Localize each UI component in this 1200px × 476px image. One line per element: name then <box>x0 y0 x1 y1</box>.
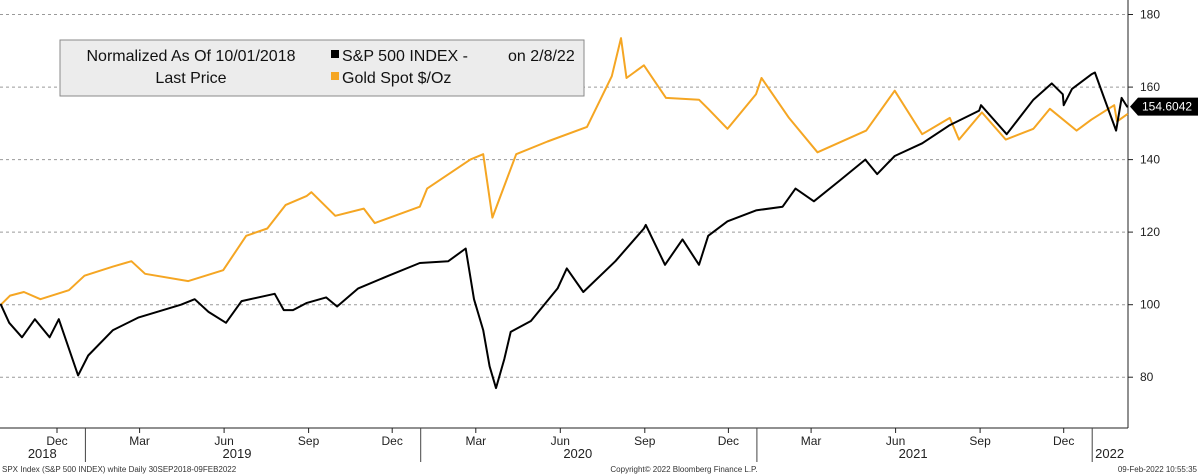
last-price-label: 154.6042 <box>1142 100 1192 114</box>
x-tick-label: Mar <box>129 434 150 448</box>
x-tick-label: Jun <box>214 434 233 448</box>
last-price-marker: 154.6042 <box>1130 97 1198 116</box>
y-tick-label-160: 160 <box>1140 80 1160 94</box>
x-tick-label: Mar <box>801 434 822 448</box>
footer-center: Copyright© 2022 Bloomberg Finance L.P. <box>610 465 757 474</box>
x-tick-label: Dec <box>46 434 67 448</box>
year-label: 2020 <box>563 446 592 461</box>
last-price-tag <box>1130 97 1198 116</box>
legend-header-line2: Last Price <box>155 70 226 87</box>
legend-label-gold: Gold Spot $/Oz <box>342 70 451 87</box>
x-tick-label: Dec <box>1053 434 1074 448</box>
legend-header-line1: Normalized As Of 10/01/2018 <box>86 48 295 65</box>
x-tick-label: Sep <box>969 434 991 448</box>
x-axis: Dec Mar Jun Sep Dec Mar Jun Sep Dec Mar Jun Sep Dec2… <box>28 428 1124 462</box>
year-label: 2018 <box>28 446 57 461</box>
footer-right: 09-Feb-2022 10:55:35 <box>1118 465 1198 474</box>
x-tick-label: Dec <box>718 434 739 448</box>
y-axis: 80 100 120 140 160 180 <box>1128 8 1160 384</box>
y-tick-label-80: 80 <box>1140 370 1154 384</box>
year-label: 2021 <box>899 446 928 461</box>
legend-swatch-sp500 <box>331 50 339 58</box>
y-tick-label-120: 120 <box>1140 225 1160 239</box>
footer-left: SPX Index (S&P 500 INDEX) white Daily 30… <box>2 465 237 474</box>
year-label: 2019 <box>223 446 252 461</box>
legend-swatch-gold <box>331 72 339 80</box>
legend-box <box>59 39 585 97</box>
x-tick-label: Jun <box>551 434 570 448</box>
series-lines <box>0 37 1129 390</box>
y-tick-label-180: 180 <box>1140 8 1160 22</box>
gold-line <box>0 37 1129 306</box>
sp500-line <box>0 71 1129 390</box>
year-label: 2022 <box>1095 446 1124 461</box>
legend-date-note: on 2/8/22 <box>508 48 575 65</box>
y-tick-label-100: 100 <box>1140 298 1160 312</box>
x-tick-label: Sep <box>634 434 656 448</box>
footer: SPX Index (S&P 500 INDEX) white Daily 30… <box>2 465 1198 474</box>
legend-label-sp500: S&P 500 INDEX - <box>342 48 468 65</box>
x-tick-label: Mar <box>465 434 486 448</box>
x-tick-label: Dec <box>382 434 403 448</box>
x-tick-label: Sep <box>298 434 320 448</box>
x-tick-label: Jun <box>886 434 905 448</box>
legend: Normalized As Of 10/01/2018 Last Price S… <box>59 39 585 97</box>
y-tick-label-140: 140 <box>1140 153 1160 167</box>
